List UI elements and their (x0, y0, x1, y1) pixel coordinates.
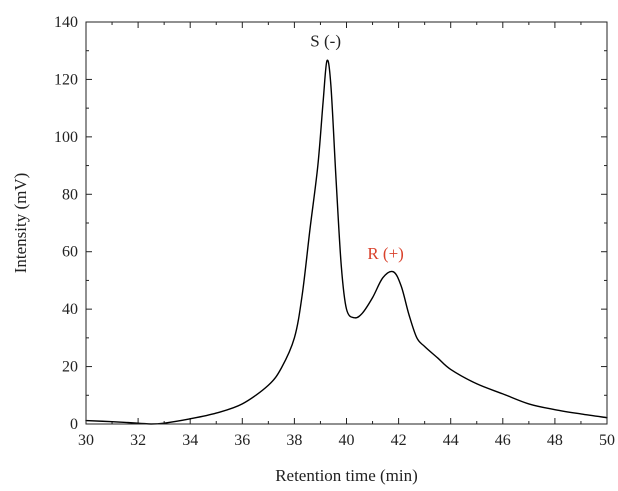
x-tick-label: 42 (391, 432, 407, 449)
y-tick-label: 100 (54, 129, 78, 146)
axis-tick-labels: 30 32 34 36 38 40 42 44 46 48 50 0 20 40 60 80 100 120 140 (54, 14, 615, 449)
peak-label-s: S (-) (310, 31, 341, 50)
x-tick-label: 32 (130, 432, 146, 449)
x-axis-title: Retention time (min) (275, 466, 418, 485)
chromatogram-series-line (85, 59, 608, 425)
y-tick-label: 140 (54, 14, 78, 31)
x-tick-label: 38 (286, 432, 302, 449)
y-tick-label: 20 (62, 359, 78, 376)
x-tick-label: 46 (495, 432, 511, 449)
y-tick-label: 0 (70, 416, 78, 433)
plot-frame (85, 21, 608, 425)
axis-ticks (85, 21, 608, 425)
x-tick-label: 50 (599, 432, 615, 449)
x-tick-label: 30 (78, 432, 94, 449)
x-tick-label: 44 (443, 432, 459, 449)
x-tick-label: 34 (182, 432, 198, 449)
peak-annotations: S (-) R (+) (310, 31, 404, 262)
peak-label-r: R (+) (367, 244, 404, 263)
x-tick-label: 48 (547, 432, 563, 449)
y-tick-label: 120 (54, 71, 78, 88)
y-tick-label: 80 (62, 186, 78, 203)
x-tick-label: 36 (234, 432, 250, 449)
x-tick-label: 40 (339, 432, 355, 449)
y-tick-label: 60 (62, 244, 78, 261)
y-tick-label: 40 (62, 301, 78, 318)
y-axis-title: Intensity (mV) (11, 173, 30, 274)
